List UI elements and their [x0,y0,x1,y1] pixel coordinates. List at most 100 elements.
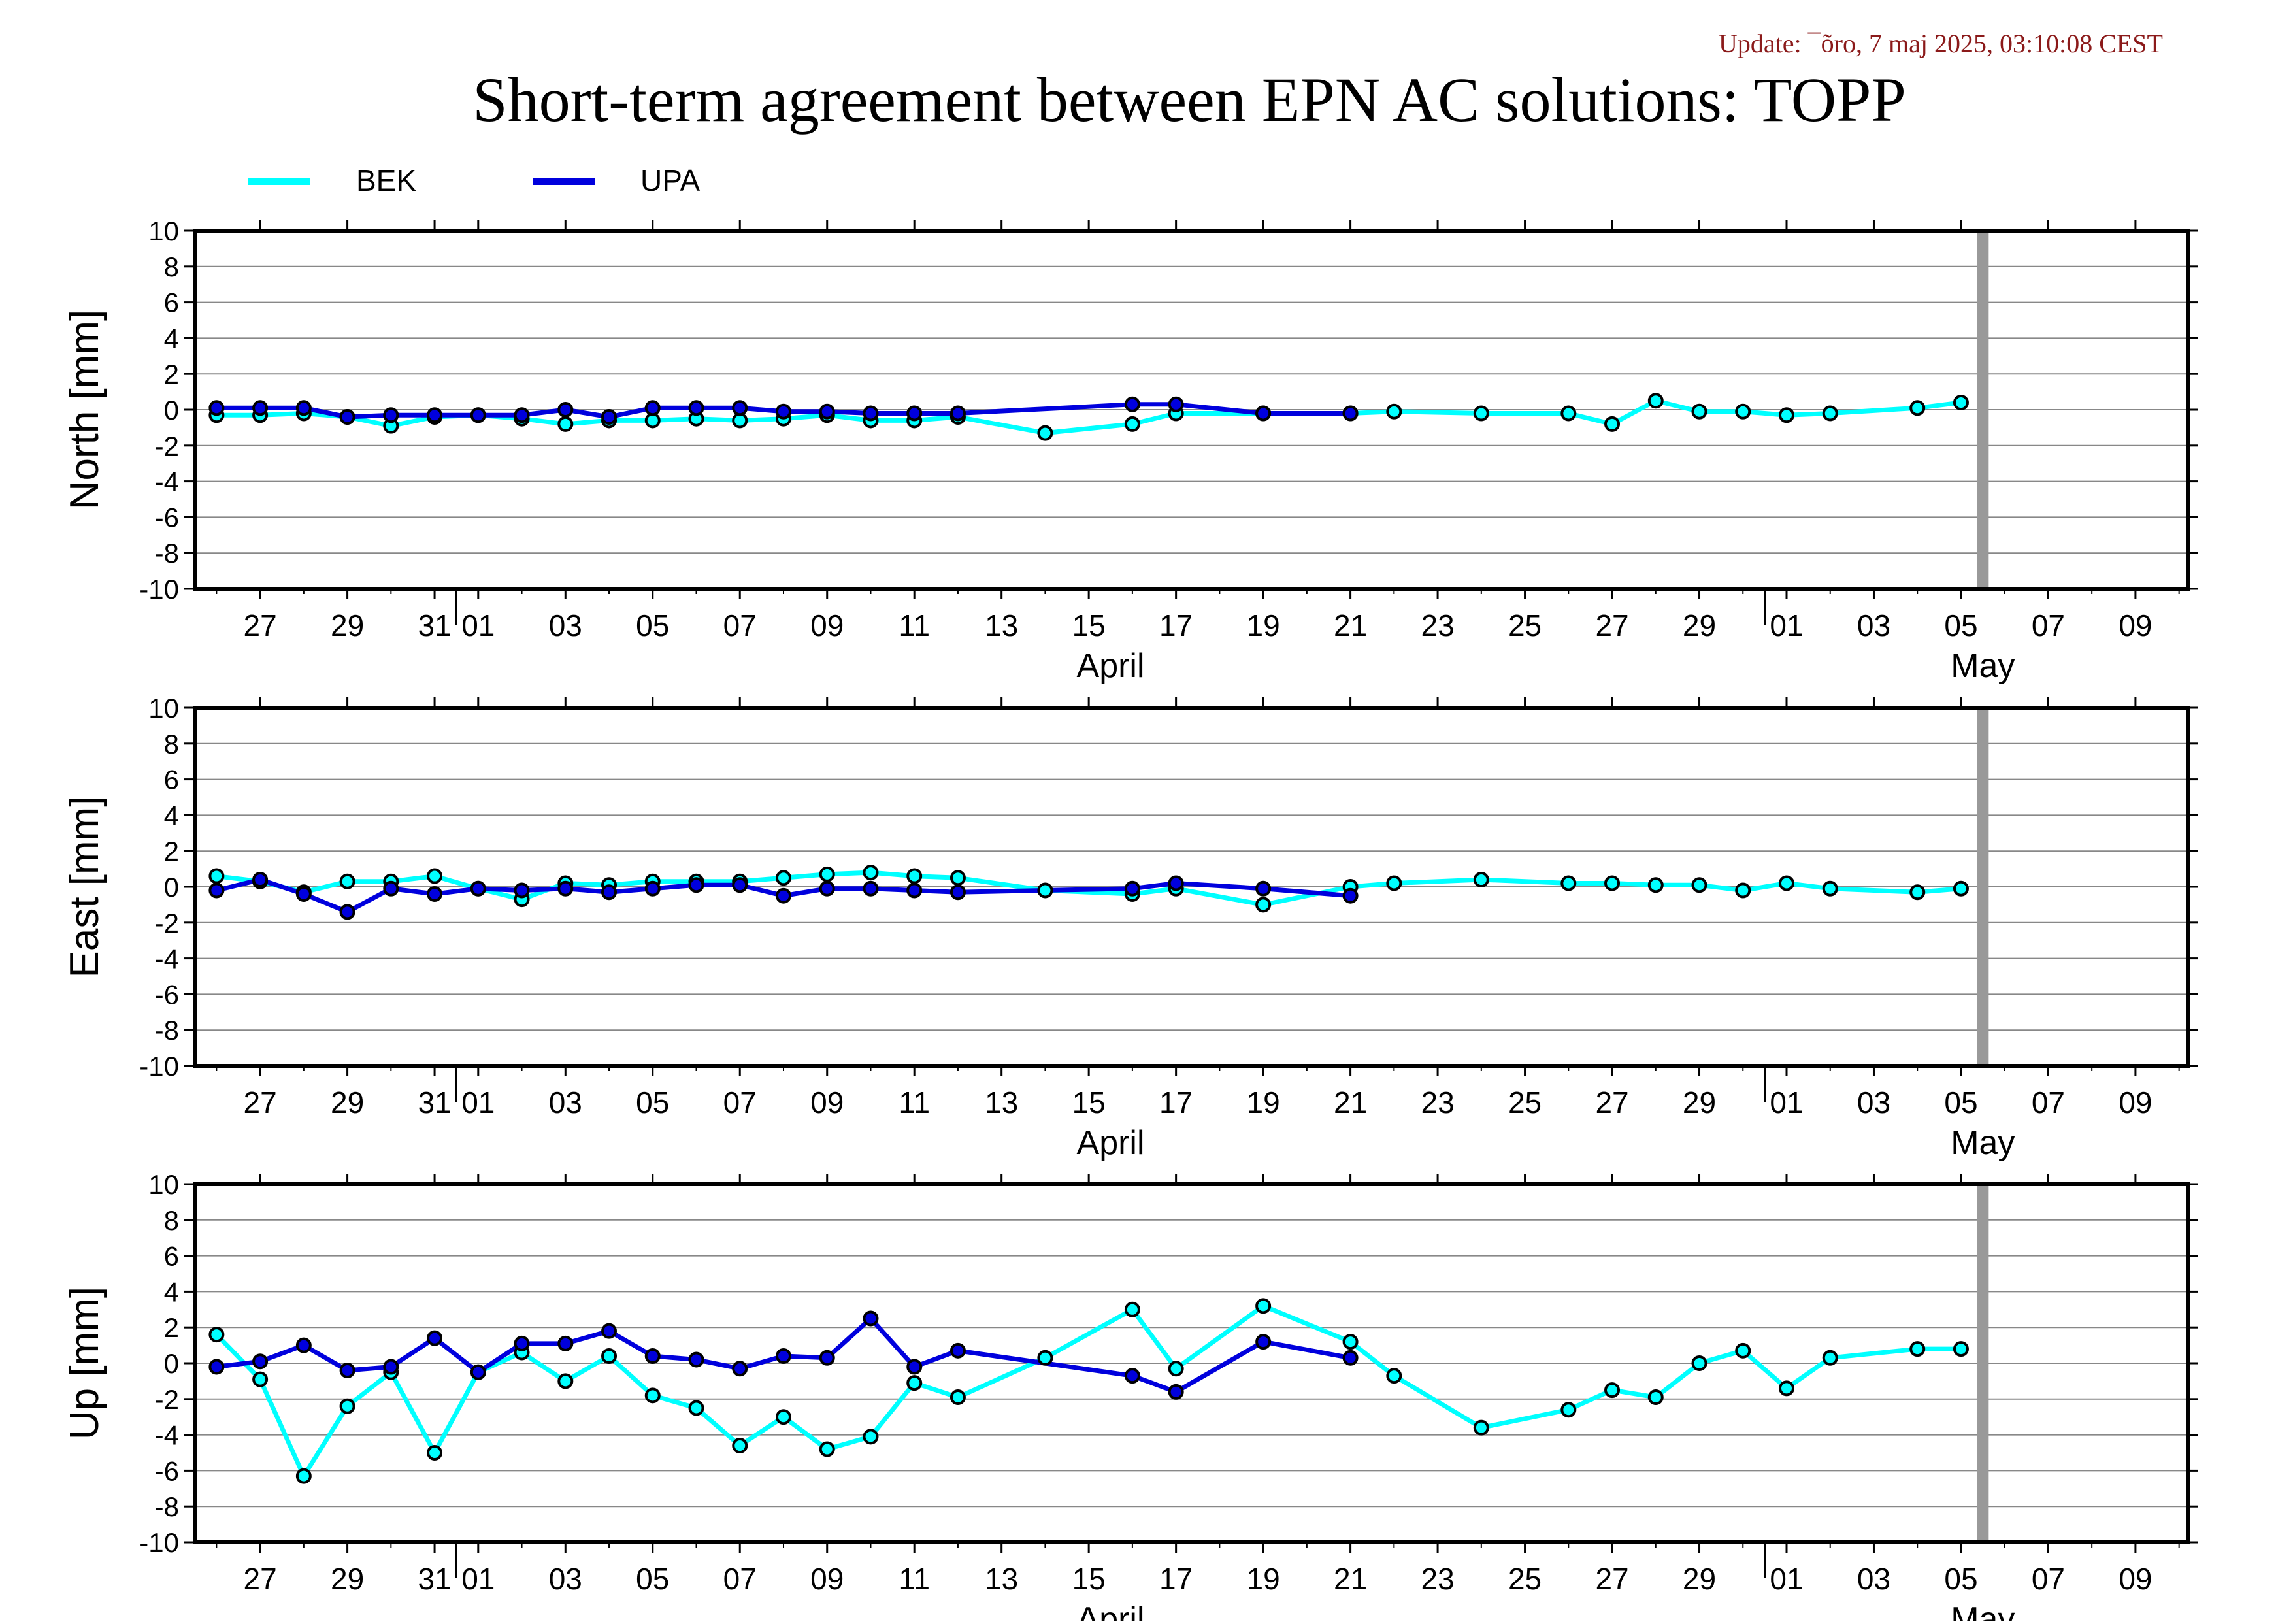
data-point-bek [1342,1334,1359,1350]
data-point-upa [252,400,269,416]
x-tick-label: 05 [636,1085,669,1119]
data-point-bek [1604,1382,1621,1399]
x-tick-label: 05 [636,1562,669,1596]
data-point-upa [1124,880,1140,897]
y-tick-label: 10 [148,693,179,723]
data-point-bek [1647,1389,1664,1406]
data-point-bek [1604,416,1621,432]
x-tick-label: 31 [418,1085,451,1119]
data-point-bek [949,870,966,886]
x-tick-label: 03 [1857,608,1890,642]
x-tick-label: 17 [1159,608,1193,642]
data-point-bek [557,416,574,432]
series-group [208,865,1969,920]
month-label-may: May [1951,1600,2015,1621]
data-point-upa [688,1351,704,1368]
data-point-bek [644,412,661,429]
data-point-bek [1473,872,1489,888]
x-tick-label: 01 [461,608,495,642]
update-timestamp: Update: ¯õro, 7 maj 2025, 03:10:08 CEST [1719,29,2163,58]
x-tick-label: 03 [549,1562,582,1596]
data-point-upa [1342,405,1359,422]
x-tick-label: 11 [899,608,930,642]
data-point-bek [906,1375,923,1391]
series-group [208,1298,1969,1484]
x-tick-label: 09 [810,1085,844,1119]
data-point-upa [557,880,574,897]
y-tick-label: 6 [164,1241,179,1272]
panel-east: 10 8 6 4 2 0 -2 -4 -6 -8 -10 East [mm] 27 29 31 01 03 05 0… [62,693,2198,1162]
x-tick-label: 17 [1159,1562,1193,1596]
y-axis-label: Up [mm] [62,1287,107,1440]
data-point-upa [688,400,704,416]
x-tick-label: 13 [985,608,1018,642]
month-label-april: April [1077,1124,1145,1162]
x-tick-label: 25 [1508,1085,1542,1119]
x-tick-label: 03 [1857,1562,1890,1596]
y-tick-label: -2 [155,908,179,938]
data-point-upa [383,407,399,423]
data-point-bek [1909,400,1926,416]
y-tick-label: -8 [155,1491,179,1522]
x-tick-label: 29 [331,1085,364,1119]
x-tick-label: 29 [331,608,364,642]
data-point-bek [1953,1341,1969,1357]
data-point-upa [295,1337,312,1353]
data-point-upa [427,886,443,902]
data-point-bek [295,1468,312,1484]
data-point-upa [775,1348,791,1365]
y-tick-label: 2 [164,359,179,389]
x-tick-label: 03 [1857,1085,1890,1119]
y-tick-label: 10 [148,1169,179,1200]
plot-frame [193,229,2190,591]
data-point-bek [339,873,355,889]
data-point-upa [819,1350,835,1366]
x-tick-label: 01 [1770,1085,1803,1119]
data-point-upa [514,882,530,899]
x-tick-label: 01 [461,1562,495,1596]
data-point-upa [601,408,618,425]
data-point-bek [427,868,443,884]
x-tick-label: 07 [723,608,757,642]
data-point-upa [427,407,443,423]
y-tick-label: 6 [164,765,179,795]
month-label-april: April [1077,647,1145,685]
data-point-upa [514,1335,530,1351]
legend: BEK UPA [248,163,700,197]
data-point-bek [1691,403,1707,420]
data-point-bek [1735,403,1751,420]
data-point-upa [644,1348,661,1365]
data-point-upa [1168,875,1184,891]
series-group [208,393,1969,441]
data-point-upa [949,405,966,422]
data-point-bek [1691,1355,1707,1371]
data-point-upa [339,1362,355,1378]
data-point-bek [1953,880,1969,897]
data-point-upa [252,872,269,888]
data-point-upa [775,403,791,420]
data-point-bek [339,1398,355,1414]
y-tick-label: 2 [164,836,179,867]
data-point-upa [208,882,225,899]
data-point-upa [1255,405,1272,422]
data-point-upa [1124,1368,1140,1384]
legend-item-upa: UPA [533,163,700,197]
y-tick-label: 4 [164,800,179,831]
data-point-upa [557,402,574,418]
data-point-upa [295,886,312,902]
panel-north: 10 8 6 4 2 0 -2 -4 -6 -8 -10 North [mm] 27 29 31 01 03 05… [62,216,2198,685]
y-tick-label: 0 [164,872,179,903]
y-tick-label: -2 [155,431,179,461]
series-line-bek [214,1303,1964,1479]
data-point-upa [863,1310,879,1327]
data-point-upa [949,1342,966,1359]
data-point-upa [470,407,486,423]
y-axis-label: North [mm] [62,310,107,510]
data-point-upa [208,1359,225,1375]
data-point-upa [732,400,748,416]
x-tick-label: 15 [1072,1562,1106,1596]
data-point-upa [1168,396,1184,412]
y-tick-label: -8 [155,1015,179,1046]
data-point-bek [1560,875,1577,891]
x-tick-label: 21 [1334,1562,1367,1596]
